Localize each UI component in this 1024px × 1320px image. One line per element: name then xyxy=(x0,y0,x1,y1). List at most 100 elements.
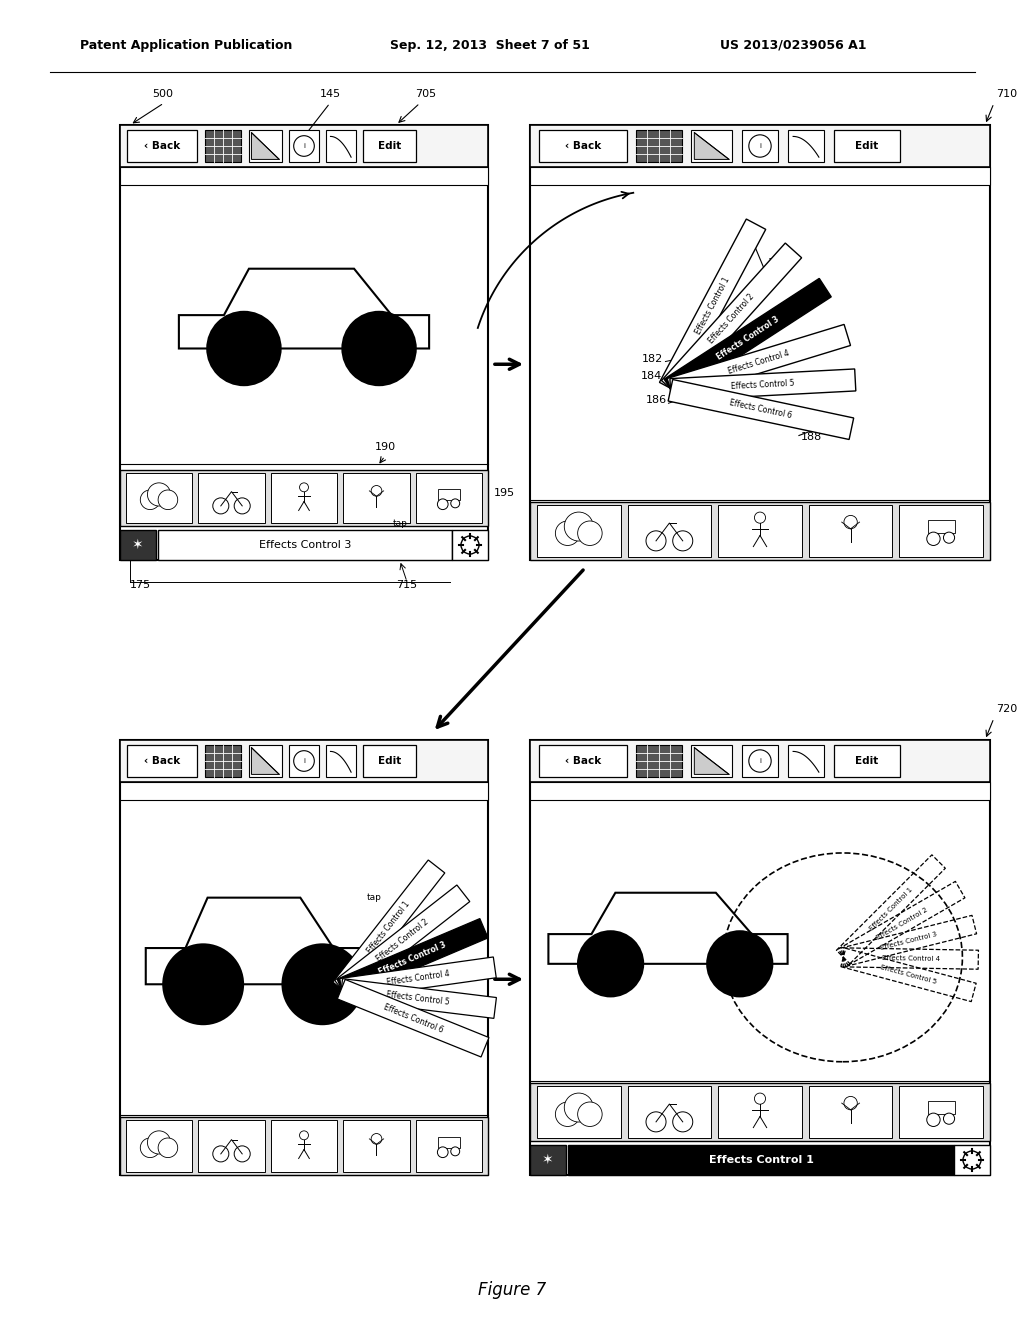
Bar xyxy=(809,1086,893,1138)
Bar xyxy=(530,781,990,800)
Bar xyxy=(540,131,627,162)
Bar xyxy=(416,1121,482,1172)
Bar xyxy=(928,520,954,533)
Bar xyxy=(954,1144,990,1175)
Polygon shape xyxy=(668,380,854,440)
Bar xyxy=(290,131,318,162)
Circle shape xyxy=(213,498,228,513)
Bar xyxy=(691,744,732,777)
Circle shape xyxy=(844,515,857,529)
Text: tap: tap xyxy=(367,892,381,902)
Bar xyxy=(126,474,193,523)
Text: Figure 7: Figure 7 xyxy=(478,1280,546,1299)
Polygon shape xyxy=(694,132,729,160)
Bar xyxy=(343,474,410,523)
Circle shape xyxy=(578,521,602,545)
Bar xyxy=(362,744,416,777)
Polygon shape xyxy=(668,325,851,400)
Circle shape xyxy=(158,1138,178,1158)
Circle shape xyxy=(451,1147,460,1156)
Bar xyxy=(530,125,990,560)
Bar xyxy=(270,1121,338,1172)
Circle shape xyxy=(371,1134,382,1144)
Circle shape xyxy=(158,490,178,510)
Circle shape xyxy=(282,944,364,1026)
Text: 175: 175 xyxy=(130,579,152,590)
Bar xyxy=(628,1086,712,1138)
Bar xyxy=(205,744,242,777)
Bar xyxy=(741,744,778,777)
Circle shape xyxy=(673,531,693,550)
Text: Effects Control 4: Effects Control 4 xyxy=(386,969,451,987)
Text: ✶: ✶ xyxy=(132,539,143,552)
Polygon shape xyxy=(337,979,488,1057)
Bar xyxy=(127,744,198,777)
Circle shape xyxy=(341,310,417,387)
Text: 195: 195 xyxy=(494,488,515,498)
Text: Effects Control 2: Effects Control 2 xyxy=(375,917,430,964)
Polygon shape xyxy=(145,898,367,985)
Bar xyxy=(438,490,460,500)
Text: 720: 720 xyxy=(996,704,1017,714)
Circle shape xyxy=(555,1102,580,1126)
Bar xyxy=(198,474,265,523)
Text: Effects Control 1: Effects Control 1 xyxy=(709,1155,813,1166)
Bar xyxy=(628,506,712,557)
Bar xyxy=(530,741,990,1175)
Bar xyxy=(530,1082,990,1140)
Bar xyxy=(120,125,488,168)
Circle shape xyxy=(646,1111,666,1131)
Text: i: i xyxy=(303,143,305,149)
Bar xyxy=(343,1121,410,1172)
Bar xyxy=(636,744,682,777)
Circle shape xyxy=(437,1147,449,1158)
Polygon shape xyxy=(549,892,787,964)
Circle shape xyxy=(755,1093,766,1105)
Bar xyxy=(120,781,488,800)
Bar xyxy=(718,506,802,557)
Text: Sep. 12, 2013  Sheet 7 of 51: Sep. 12, 2013 Sheet 7 of 51 xyxy=(390,38,590,51)
Circle shape xyxy=(206,310,282,387)
Polygon shape xyxy=(252,132,280,160)
Text: Effects Control 3: Effects Control 3 xyxy=(880,931,938,950)
Bar xyxy=(120,125,488,560)
Bar xyxy=(120,531,156,560)
Bar xyxy=(249,744,282,777)
Bar xyxy=(362,131,416,162)
Text: 188: 188 xyxy=(801,432,822,441)
Polygon shape xyxy=(337,919,488,998)
Text: i: i xyxy=(759,758,761,764)
Text: Effects Control 1: Effects Control 1 xyxy=(693,276,731,337)
Polygon shape xyxy=(252,747,280,775)
Text: Patent Application Publication: Patent Application Publication xyxy=(80,38,293,51)
Text: Effects Control 3: Effects Control 3 xyxy=(259,540,351,550)
Bar xyxy=(899,1086,983,1138)
Text: ‹ Back: ‹ Back xyxy=(565,756,601,766)
Text: Effects Control 5: Effects Control 5 xyxy=(880,965,937,985)
Bar xyxy=(834,131,900,162)
Text: 180: 180 xyxy=(768,257,788,268)
Bar xyxy=(530,168,990,185)
Text: 184: 184 xyxy=(641,371,662,381)
Polygon shape xyxy=(665,279,831,397)
Circle shape xyxy=(140,1138,160,1158)
Text: 186: 186 xyxy=(645,395,667,405)
Text: ✶: ✶ xyxy=(542,1152,554,1167)
Polygon shape xyxy=(659,219,766,393)
Bar xyxy=(834,744,900,777)
Bar xyxy=(636,131,682,162)
Text: i: i xyxy=(759,143,761,149)
Circle shape xyxy=(844,1097,857,1110)
Text: Effects Control 3: Effects Control 3 xyxy=(715,314,780,362)
Bar xyxy=(120,741,488,1175)
Bar xyxy=(290,744,318,777)
Bar xyxy=(127,131,198,162)
Text: ‹ Back: ‹ Back xyxy=(144,756,180,766)
Text: Effects Control 6: Effects Control 6 xyxy=(382,1002,444,1035)
Circle shape xyxy=(943,532,954,544)
Bar xyxy=(537,1086,621,1138)
Bar xyxy=(787,131,824,162)
Circle shape xyxy=(578,1102,602,1126)
Text: Effects Control 5: Effects Control 5 xyxy=(731,379,795,391)
Circle shape xyxy=(437,499,449,510)
